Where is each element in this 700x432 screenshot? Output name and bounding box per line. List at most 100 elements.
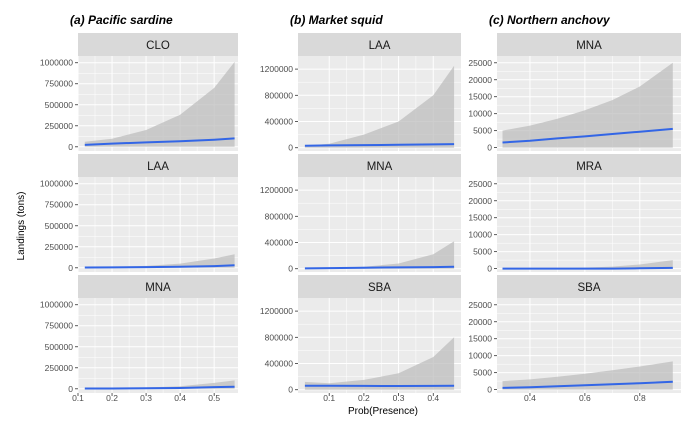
y-tick-label: 800000 bbox=[265, 90, 294, 100]
confidence-ribbon bbox=[502, 260, 673, 269]
y-tick-label: 400000 bbox=[265, 238, 294, 248]
confidence-ribbon bbox=[84, 254, 235, 268]
y-tick-label: 1000000 bbox=[40, 300, 73, 310]
y-tick-label: 1000000 bbox=[40, 179, 73, 189]
x-tick-label: 0.5 bbox=[208, 393, 220, 403]
y-tick-label: 20000 bbox=[468, 317, 492, 327]
y-tick-label: 800000 bbox=[265, 211, 294, 221]
y-tick-label: 15000 bbox=[468, 92, 492, 102]
x-tick-label: 0.4 bbox=[524, 393, 536, 403]
panel-background bbox=[78, 298, 238, 393]
x-tick-label: 0.4 bbox=[427, 393, 439, 403]
x-tick-label: 0.2 bbox=[106, 393, 118, 403]
y-tick-label: 1200000 bbox=[260, 64, 293, 74]
facet-panel: CLO 0 250000 500000 750000 1000000 bbox=[40, 33, 238, 152]
y-tick-label: 1200000 bbox=[260, 185, 293, 195]
facet-panel: LAA 0 400000 800000 1200000 bbox=[260, 33, 461, 153]
facet-strip bbox=[78, 275, 238, 298]
y-tick-label: 0 bbox=[68, 142, 73, 152]
y-tick-label: 0 bbox=[288, 264, 293, 274]
chart-group: (c) Northern anchovy MNA 0 5000 10000 15000 20… bbox=[468, 13, 681, 403]
y-tick-label: 1200000 bbox=[260, 306, 293, 316]
facet-panel: MNA 0 400000 800000 1200000 bbox=[260, 154, 461, 274]
fitted-line bbox=[502, 127, 673, 144]
y-tick-label: 0 bbox=[288, 385, 293, 395]
panel-background bbox=[78, 177, 238, 272]
y-tick-label: 1000000 bbox=[40, 58, 73, 68]
y-tick-label: 250000 bbox=[45, 363, 74, 373]
fitted-line bbox=[304, 143, 455, 147]
facet-panel: MRA 0 5000 10000 15000 20000 25000 bbox=[468, 154, 681, 274]
y-tick-label: 25000 bbox=[468, 58, 492, 68]
facet-strip-label: MNA bbox=[367, 161, 393, 173]
y-tick-label: 800000 bbox=[265, 332, 294, 342]
confidence-ribbon bbox=[304, 65, 455, 148]
x-tick-label: 0.6 bbox=[579, 393, 591, 403]
confidence-ribbon bbox=[304, 241, 455, 269]
fitted-line bbox=[84, 137, 235, 146]
y-tick-label: 0 bbox=[68, 263, 73, 273]
y-tick-label: 750000 bbox=[45, 200, 74, 210]
y-tick-label: 15000 bbox=[468, 213, 492, 223]
y-tick-label: 15000 bbox=[468, 334, 492, 344]
confidence-ribbon bbox=[502, 62, 673, 148]
y-tick-label: 25000 bbox=[468, 300, 492, 310]
fitted-line bbox=[84, 385, 235, 390]
y-tick-label: 0 bbox=[487, 143, 492, 153]
y-tick-label: 400000 bbox=[265, 117, 294, 127]
facet-strip bbox=[298, 33, 461, 56]
facet-strip bbox=[298, 154, 461, 177]
confidence-ribbon bbox=[84, 61, 235, 147]
facet-strip bbox=[497, 275, 681, 298]
facet-panel: LAA 0 250000 500000 750000 1000000 bbox=[40, 154, 238, 273]
y-tick-label: 0 bbox=[288, 143, 293, 153]
y-tick-label: 20000 bbox=[468, 196, 492, 206]
facet-strip-label: SBA bbox=[577, 282, 600, 294]
facet-strip-label: LAA bbox=[369, 40, 391, 52]
x-tick-label: 0.4 bbox=[174, 393, 186, 403]
facet-strip bbox=[78, 33, 238, 56]
facet-strip bbox=[497, 154, 681, 177]
y-tick-label: 10000 bbox=[468, 351, 492, 361]
facet-panel: SBA 0 5000 10000 15000 20000 25000 bbox=[468, 275, 681, 395]
facet-strip-label: SBA bbox=[368, 282, 391, 294]
x-tick-label: 0.1 bbox=[72, 393, 84, 403]
group-title: (c) Northern anchovy bbox=[489, 13, 611, 27]
facet-strip bbox=[497, 33, 681, 56]
y-axis-title: Landings (tons) bbox=[16, 192, 27, 261]
group-title: (a) Pacific sardine bbox=[70, 13, 173, 27]
y-tick-label: 500000 bbox=[45, 100, 74, 110]
chart-group: (a) Pacific sardine CLO 0 250000 500000 75000… bbox=[40, 13, 238, 403]
fitted-line bbox=[502, 380, 673, 389]
x-axis-title: Prob(Presence) bbox=[348, 406, 418, 417]
y-tick-label: 500000 bbox=[45, 342, 74, 352]
x-tick-label: 0.2 bbox=[358, 393, 370, 403]
y-tick-label: 750000 bbox=[45, 321, 74, 331]
y-tick-label: 20000 bbox=[468, 75, 492, 85]
facet-strip-label: MNA bbox=[576, 40, 602, 52]
fitted-line bbox=[304, 265, 455, 270]
y-tick-label: 5000 bbox=[473, 247, 492, 257]
y-tick-label: 10000 bbox=[468, 230, 492, 240]
y-tick-label: 400000 bbox=[265, 359, 294, 369]
facet-strip-label: CLO bbox=[146, 40, 170, 52]
y-tick-label: 0 bbox=[487, 264, 492, 274]
facet-panel: MNA 0 5000 10000 15000 20000 25000 bbox=[468, 33, 681, 153]
x-tick-label: 0.1 bbox=[323, 393, 335, 403]
y-tick-label: 250000 bbox=[45, 121, 74, 131]
facet-strip-label: LAA bbox=[147, 161, 169, 173]
y-tick-label: 25000 bbox=[468, 179, 492, 189]
chart-groups: (a) Pacific sardineCLO025000050000075000… bbox=[40, 13, 681, 403]
fitted-line bbox=[84, 264, 235, 269]
fitted-line bbox=[502, 266, 673, 270]
group-title: (b) Market squid bbox=[290, 13, 383, 27]
y-tick-label: 5000 bbox=[473, 126, 492, 136]
y-tick-label: 250000 bbox=[45, 242, 74, 252]
confidence-ribbon bbox=[304, 337, 455, 390]
y-tick-label: 500000 bbox=[45, 221, 74, 231]
y-tick-label: 10000 bbox=[468, 109, 492, 119]
facet-strip bbox=[78, 154, 238, 177]
facet-strip bbox=[298, 275, 461, 298]
x-tick-label: 0.3 bbox=[140, 393, 152, 403]
